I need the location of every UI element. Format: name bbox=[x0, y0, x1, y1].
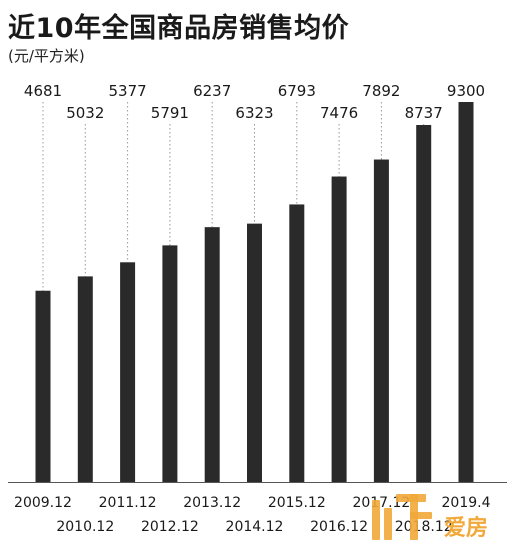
value-label: 6323 bbox=[235, 104, 273, 122]
value-label: 5032 bbox=[66, 104, 104, 122]
value-label: 5791 bbox=[151, 104, 189, 122]
x-tick-label: 2017.12 bbox=[352, 495, 410, 511]
chart-title: 近10年全国商品房销售均价 bbox=[8, 13, 350, 44]
value-label: 4681 bbox=[24, 82, 62, 100]
bar bbox=[289, 204, 305, 482]
x-tick-label: 2019.4 bbox=[442, 495, 491, 511]
x-tick-label: 2016.12 bbox=[310, 519, 368, 535]
guide-lines bbox=[42, 102, 425, 291]
bar bbox=[204, 227, 220, 482]
x-tick-labels: 2009.12 2010.12 2011.12 2012.12 2013.12 2014.… bbox=[14, 495, 491, 535]
value-label: 7476 bbox=[320, 104, 358, 122]
watermark-logo-mark bbox=[410, 512, 432, 519]
x-tick-label: 2012.12 bbox=[141, 519, 199, 535]
x-tick-label: 2015.12 bbox=[268, 495, 326, 511]
bar bbox=[416, 125, 432, 482]
value-label: 7892 bbox=[362, 82, 400, 100]
watermark-text: 爱房 bbox=[444, 515, 488, 541]
bar-series bbox=[35, 102, 474, 482]
bar bbox=[77, 276, 93, 482]
x-tick-label: 2009.12 bbox=[14, 495, 72, 511]
bar bbox=[458, 102, 474, 482]
value-label: 9300 bbox=[447, 82, 485, 100]
watermark-logo-mark bbox=[372, 500, 380, 540]
x-tick-label: 2013.12 bbox=[183, 495, 241, 511]
x-tick-label: 2018.12 bbox=[395, 519, 453, 535]
value-label: 6793 bbox=[278, 82, 316, 100]
watermark-logo: 爱房 bbox=[372, 494, 488, 541]
bar bbox=[120, 262, 136, 482]
bar bbox=[373, 159, 389, 482]
x-tick-label: 2014.12 bbox=[226, 519, 284, 535]
value-label: 8737 bbox=[405, 104, 443, 122]
value-label: 6237 bbox=[193, 82, 231, 100]
bar bbox=[247, 223, 262, 482]
bar bbox=[162, 245, 178, 482]
bar bbox=[331, 176, 347, 482]
value-label: 5377 bbox=[109, 82, 147, 100]
x-tick-label: 2010.12 bbox=[56, 519, 114, 535]
watermark-logo-mark bbox=[384, 508, 392, 540]
chart-subtitle: (元/平方米) bbox=[8, 47, 85, 65]
x-tick-label: 2011.12 bbox=[99, 495, 157, 511]
bar bbox=[35, 290, 51, 482]
